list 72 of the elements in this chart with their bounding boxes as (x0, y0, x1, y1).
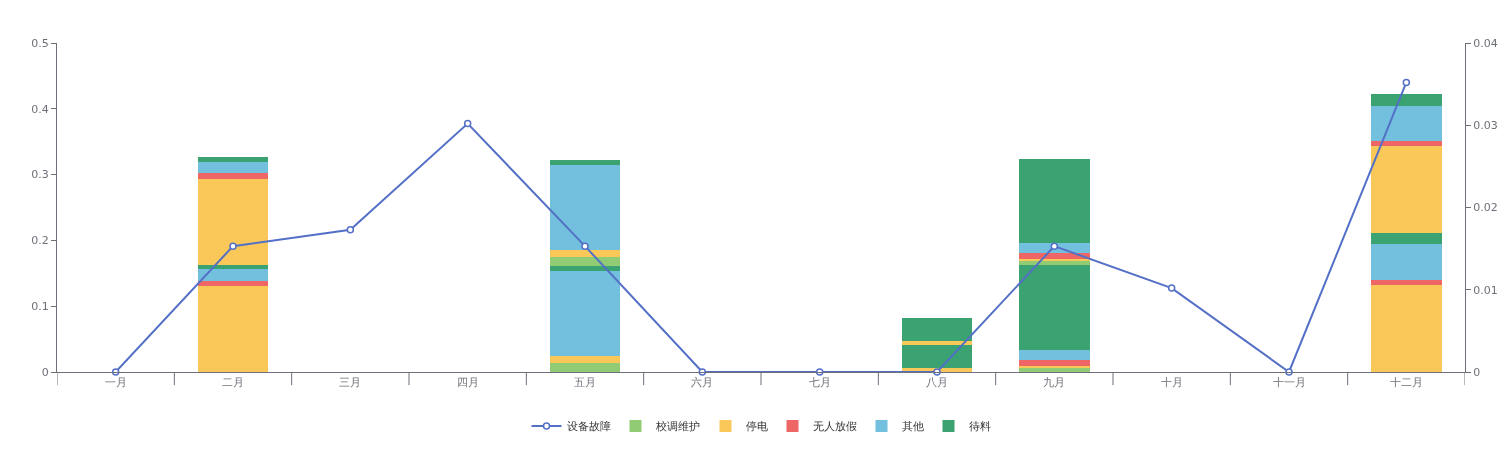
bar (549, 266, 621, 271)
x-tick-label: 一月 (104, 376, 127, 390)
bar (549, 164, 621, 251)
bar (1019, 359, 1090, 367)
x-tick-label: 五月 (574, 376, 596, 390)
bar (1371, 105, 1442, 142)
x-tick-label: 二月 (222, 376, 244, 390)
y-tick-label: 0.2 (31, 234, 49, 248)
bar (549, 356, 621, 363)
point (1167, 284, 1176, 292)
legend-label: 待料 (968, 420, 991, 434)
y-tick-label: 0.5 (31, 36, 49, 50)
bar (1019, 261, 1090, 266)
bar (197, 285, 269, 372)
x-tick-label: 六月 (691, 376, 714, 390)
y2-tick-label: 0.04 (1473, 36, 1498, 50)
bar (197, 162, 269, 174)
bar (549, 362, 621, 372)
bar (549, 270, 621, 357)
point (346, 225, 355, 234)
bar (1019, 265, 1090, 350)
x-tick-label: 四月 (456, 376, 479, 390)
bar (901, 341, 973, 346)
bar (901, 345, 973, 369)
point (1050, 242, 1059, 250)
y2-tick-label: 0 (1473, 365, 1481, 379)
bar (549, 160, 621, 165)
y-tick-label: 0.4 (31, 102, 49, 116)
x-tick-label: 十二月 (1389, 376, 1423, 390)
bar (197, 280, 269, 286)
bar (1371, 141, 1442, 147)
y2-tick-label: 0.03 (1473, 119, 1498, 133)
point (111, 368, 120, 376)
y2-tick-label: 0.01 (1473, 283, 1498, 297)
point (698, 368, 707, 376)
point (463, 119, 472, 128)
x-tick-label: 七月 (808, 376, 831, 390)
legend-label: 其他 (901, 420, 924, 434)
point (933, 368, 941, 376)
legend-label: 停电 (745, 420, 768, 434)
x-tick-label: 九月 (1043, 376, 1066, 390)
bar (901, 318, 973, 342)
legend-label: 校调维护 (654, 420, 700, 434)
bar (549, 256, 621, 267)
bar (1371, 146, 1442, 234)
bar (197, 269, 269, 281)
point (1402, 78, 1411, 87)
bar (197, 157, 269, 163)
legend-label: 设备故障 (566, 420, 611, 434)
bar (1019, 349, 1090, 360)
point (1285, 368, 1293, 376)
y-tick-label: 0 (41, 365, 49, 379)
point (581, 242, 589, 250)
point (229, 242, 237, 250)
bar (197, 178, 269, 265)
bar (549, 250, 621, 257)
y2-tick-label: 0.02 (1473, 201, 1498, 215)
x-tick-label: 三月 (339, 376, 362, 390)
point (815, 368, 824, 376)
bar (197, 173, 269, 179)
y-tick-label: 0.1 (31, 300, 49, 314)
bar (1371, 244, 1442, 280)
legend-label: 无人放假 (812, 420, 857, 434)
x-tick-label: 十一月 (1272, 376, 1306, 390)
y-tick-label: 0.3 (31, 168, 49, 182)
bar (1371, 94, 1442, 106)
bar (1371, 285, 1442, 372)
bar (1019, 158, 1090, 244)
bar (1371, 279, 1442, 286)
x-tick-label: 十月 (1160, 376, 1183, 390)
bar (1371, 233, 1442, 245)
x-tick-label: 八月 (926, 376, 948, 390)
